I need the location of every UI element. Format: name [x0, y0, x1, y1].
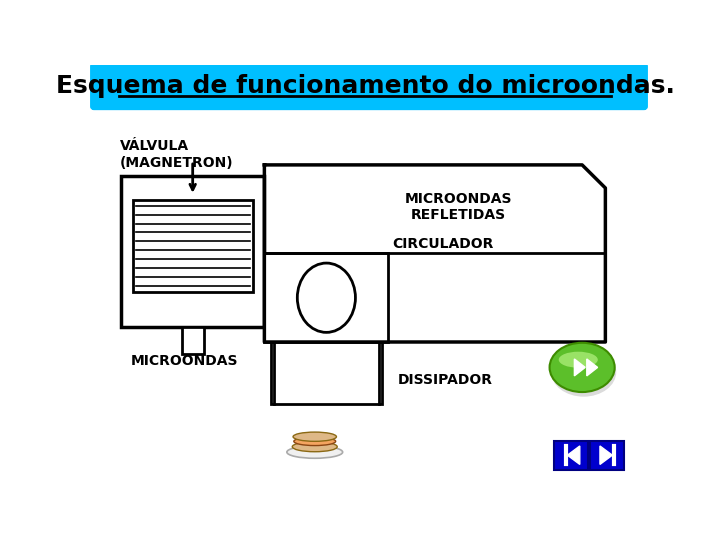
Ellipse shape — [292, 442, 337, 452]
Bar — [121, 177, 264, 327]
Text: VÁLVULA
(MAGNETRON): VÁLVULA (MAGNETRON) — [120, 139, 233, 170]
Polygon shape — [587, 359, 598, 376]
Ellipse shape — [287, 446, 343, 458]
Ellipse shape — [551, 347, 616, 397]
Text: CIRCULADOR: CIRCULADOR — [392, 237, 494, 251]
Ellipse shape — [297, 263, 356, 333]
Ellipse shape — [293, 432, 336, 441]
Text: MICROONDAS
REFLETIDAS: MICROONDAS REFLETIDAS — [405, 192, 512, 222]
Bar — [264, 253, 388, 342]
Bar — [554, 441, 588, 470]
Bar — [590, 441, 624, 470]
Ellipse shape — [559, 352, 598, 368]
Polygon shape — [567, 446, 580, 464]
Ellipse shape — [294, 437, 336, 445]
Bar — [132, 200, 253, 292]
Text: DISSIPADOR: DISSIPADOR — [397, 374, 492, 388]
Text: MICROONDAS: MICROONDAS — [131, 354, 239, 368]
Polygon shape — [600, 446, 612, 464]
Bar — [271, 342, 382, 403]
Text: Esquema de funcionamento do microondas.: Esquema de funcionamento do microondas. — [55, 73, 675, 98]
Polygon shape — [575, 359, 585, 376]
FancyBboxPatch shape — [91, 63, 647, 110]
Bar — [182, 327, 204, 354]
Ellipse shape — [549, 343, 615, 392]
